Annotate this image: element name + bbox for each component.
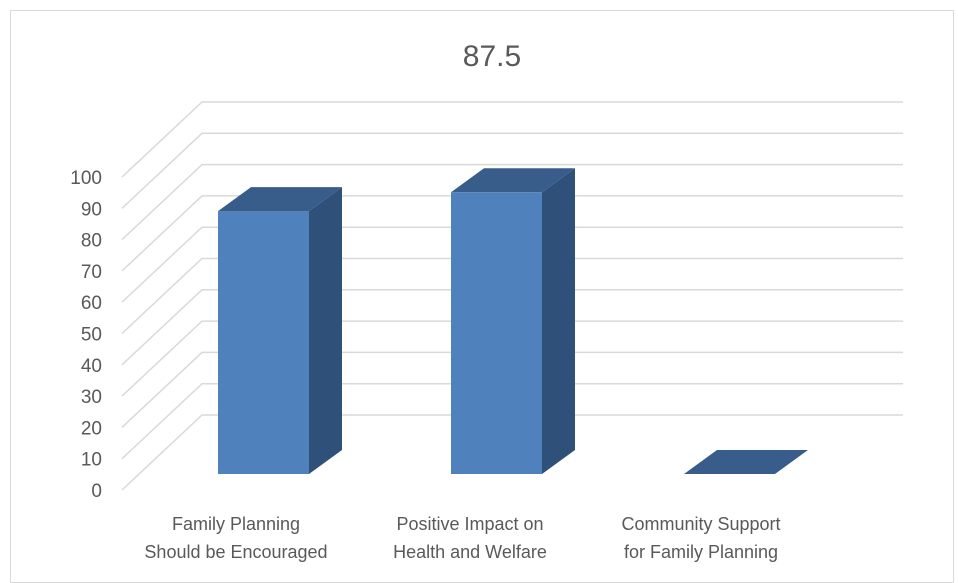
x-category-line: Positive Impact on: [396, 514, 543, 534]
gridline: [121, 132, 903, 209]
gridline: [121, 257, 903, 335]
y-tick-label: 40: [81, 356, 102, 377]
bar-top: [218, 187, 342, 212]
x-axis-categories: Family Planning Should be Encouraged Posit…: [144, 514, 780, 562]
bar: [684, 450, 808, 474]
gridline: [121, 382, 903, 460]
bar-top: [451, 168, 575, 193]
gridline: [121, 195, 903, 272]
y-tick-label: 20: [81, 418, 102, 439]
x-category-line: Health and Welfare: [393, 542, 547, 562]
gridline: [121, 289, 903, 366]
x-category-line: Should be Encouraged: [144, 542, 327, 562]
gridline: [121, 351, 903, 428]
bar: [451, 168, 575, 475]
y-tick-label: 10: [81, 450, 102, 471]
gridline: [121, 320, 903, 397]
x-category-line: for Family Planning: [624, 542, 778, 562]
y-tick-label: 30: [81, 387, 102, 408]
y-tick-label: 50: [81, 325, 102, 346]
x-category-label: Positive Impact on Health and Welfare: [393, 514, 547, 562]
chart-title: 87.5: [463, 40, 521, 73]
bar: [218, 187, 342, 474]
bar-side: [542, 168, 575, 475]
gridlines: [121, 101, 903, 491]
gridline: [121, 414, 903, 491]
y-tick-label: 90: [81, 199, 102, 220]
y-tick-label: 80: [81, 231, 102, 252]
bar-side: [309, 187, 342, 474]
x-category-label: Family Planning Should be Encouraged: [144, 514, 327, 562]
bar-front: [218, 211, 309, 474]
y-tick-label: 100: [70, 168, 102, 189]
x-category-line: Community Support: [621, 514, 780, 534]
y-tick-label: 60: [81, 293, 102, 314]
gridline: [121, 101, 903, 178]
x-category-line: Family Planning: [172, 514, 300, 534]
y-tick-label: 70: [81, 262, 102, 283]
bar-top: [684, 450, 808, 474]
y-tick-label: 0: [91, 481, 102, 502]
x-category-label: Community Support for Family Planning: [621, 514, 780, 562]
y-axis-ticks: 0 10 20 30 40 50 60 70 80 90 100: [70, 168, 102, 502]
gridline: [121, 226, 903, 303]
gridline: [121, 163, 903, 241]
bar-front: [451, 192, 542, 475]
bars: [218, 168, 808, 475]
